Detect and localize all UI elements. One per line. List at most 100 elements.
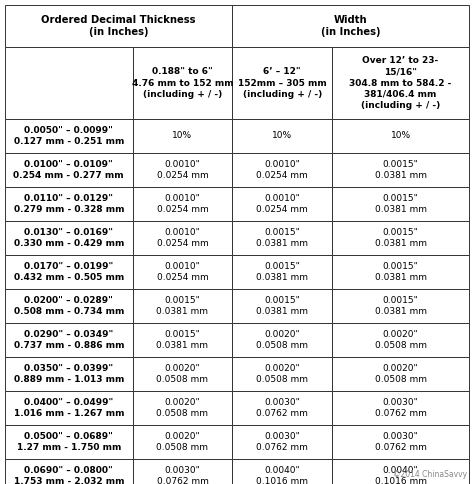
Text: Ordered Decimal Thickness
(in Inches): Ordered Decimal Thickness (in Inches): [41, 15, 196, 37]
Text: 0.0290" – 0.0349"
0.737 mm - 0.886 mm: 0.0290" – 0.0349" 0.737 mm - 0.886 mm: [14, 330, 124, 350]
Bar: [5, 357, 133, 391]
Text: ©2014 ChinaSavvy: ©2014 ChinaSavvy: [393, 469, 467, 479]
Text: 0.0110" – 0.0129"
0.279 mm - 0.328 mm: 0.0110" – 0.0129" 0.279 mm - 0.328 mm: [14, 194, 124, 214]
Text: 0.0020"
0.0508 mm: 0.0020" 0.0508 mm: [256, 330, 308, 350]
Bar: [332, 153, 469, 187]
Bar: [133, 459, 232, 484]
Bar: [133, 289, 232, 323]
Bar: [332, 47, 469, 119]
Bar: [133, 153, 232, 187]
Text: 0.0020"
0.0508 mm: 0.0020" 0.0508 mm: [374, 330, 427, 350]
Text: 0.0100" – 0.0109"
0.254 mm - 0.277 mm: 0.0100" – 0.0109" 0.254 mm - 0.277 mm: [13, 160, 124, 180]
Bar: [332, 391, 469, 425]
Text: 0.0015"
0.0381 mm: 0.0015" 0.0381 mm: [256, 296, 308, 316]
Bar: [232, 187, 332, 221]
Bar: [332, 187, 469, 221]
Text: 0.0170" – 0.0199"
0.432 mm - 0.505 mm: 0.0170" – 0.0199" 0.432 mm - 0.505 mm: [14, 262, 124, 282]
Bar: [133, 425, 232, 459]
Bar: [232, 255, 332, 289]
Bar: [232, 323, 332, 357]
Text: 0.0010"
0.0254 mm: 0.0010" 0.0254 mm: [156, 194, 209, 214]
Text: 10%: 10%: [173, 132, 192, 140]
Bar: [332, 357, 469, 391]
Text: 0.0015"
0.0381 mm: 0.0015" 0.0381 mm: [374, 262, 427, 282]
Text: 0.0350" – 0.0399"
0.889 mm - 1.013 mm: 0.0350" – 0.0399" 0.889 mm - 1.013 mm: [14, 364, 124, 384]
Bar: [332, 459, 469, 484]
Bar: [5, 221, 133, 255]
Text: 0.0015"
0.0381 mm: 0.0015" 0.0381 mm: [256, 228, 308, 248]
Bar: [133, 187, 232, 221]
Bar: [5, 323, 133, 357]
Bar: [232, 289, 332, 323]
Text: 0.0015"
0.0381 mm: 0.0015" 0.0381 mm: [374, 160, 427, 180]
Bar: [232, 47, 332, 119]
Text: 0.0010"
0.0254 mm: 0.0010" 0.0254 mm: [156, 160, 209, 180]
Bar: [133, 119, 232, 153]
Text: 0.0015"
0.0381 mm: 0.0015" 0.0381 mm: [156, 330, 209, 350]
Text: 0.0030"
0.0762 mm: 0.0030" 0.0762 mm: [256, 398, 308, 418]
Text: 0.0130" – 0.0169"
0.330 mm - 0.429 mm: 0.0130" – 0.0169" 0.330 mm - 0.429 mm: [14, 228, 124, 248]
Bar: [232, 459, 332, 484]
Text: 0.0010"
0.0254 mm: 0.0010" 0.0254 mm: [256, 160, 308, 180]
Bar: [232, 5, 469, 47]
Bar: [5, 47, 133, 119]
Text: 0.0050" – 0.0099"
0.127 mm - 0.251 mm: 0.0050" – 0.0099" 0.127 mm - 0.251 mm: [14, 126, 124, 146]
Bar: [5, 5, 232, 47]
Text: 10%: 10%: [391, 132, 410, 140]
Text: 0.0010"
0.0254 mm: 0.0010" 0.0254 mm: [156, 228, 209, 248]
Text: 0.0030"
0.0762 mm: 0.0030" 0.0762 mm: [256, 432, 308, 452]
Bar: [133, 323, 232, 357]
Bar: [332, 289, 469, 323]
Text: 0.0020"
0.0508 mm: 0.0020" 0.0508 mm: [256, 364, 308, 384]
Text: 0.0020"
0.0508 mm: 0.0020" 0.0508 mm: [156, 398, 209, 418]
Bar: [232, 391, 332, 425]
Bar: [232, 153, 332, 187]
Bar: [332, 221, 469, 255]
Bar: [5, 459, 133, 484]
Text: 0.0010"
0.0254 mm: 0.0010" 0.0254 mm: [256, 194, 308, 214]
Text: 0.0015"
0.0381 mm: 0.0015" 0.0381 mm: [256, 262, 308, 282]
Text: 0.0040"
0.1016 mm: 0.0040" 0.1016 mm: [256, 466, 308, 484]
Bar: [332, 425, 469, 459]
Bar: [332, 255, 469, 289]
Text: 0.0690" – 0.0800"
1.753 mm - 2.032 mm: 0.0690" – 0.0800" 1.753 mm - 2.032 mm: [14, 466, 124, 484]
Text: Over 12’ to 23-
15/16"
304.8 mm to 584.2 -
381/406.4 mm
(including + / -): Over 12’ to 23- 15/16" 304.8 mm to 584.2…: [349, 56, 452, 110]
Text: 0.0030"
0.0762 mm: 0.0030" 0.0762 mm: [156, 466, 209, 484]
Bar: [133, 391, 232, 425]
Text: 0.0020"
0.0508 mm: 0.0020" 0.0508 mm: [156, 364, 209, 384]
Bar: [5, 187, 133, 221]
Bar: [133, 221, 232, 255]
Text: 0.0015"
0.0381 mm: 0.0015" 0.0381 mm: [374, 228, 427, 248]
Bar: [133, 47, 232, 119]
Text: 0.0030"
0.0762 mm: 0.0030" 0.0762 mm: [374, 398, 427, 418]
Bar: [5, 255, 133, 289]
Text: 0.0200" – 0.0289"
0.508 mm - 0.734 mm: 0.0200" – 0.0289" 0.508 mm - 0.734 mm: [14, 296, 124, 316]
Bar: [332, 119, 469, 153]
Text: 10%: 10%: [272, 132, 292, 140]
Bar: [5, 289, 133, 323]
Text: Width
(in Inches): Width (in Inches): [321, 15, 381, 37]
Text: 0.0015"
0.0381 mm: 0.0015" 0.0381 mm: [156, 296, 209, 316]
Bar: [5, 153, 133, 187]
Bar: [5, 391, 133, 425]
Bar: [133, 357, 232, 391]
Text: 6’ – 12"
152mm – 305 mm
(including + / -): 6’ – 12" 152mm – 305 mm (including + / -…: [238, 67, 327, 99]
Bar: [133, 255, 232, 289]
Text: 0.0400" – 0.0499"
1.016 mm - 1.267 mm: 0.0400" – 0.0499" 1.016 mm - 1.267 mm: [14, 398, 124, 418]
Text: 0.0500" – 0.0689"
1.27 mm - 1.750 mm: 0.0500" – 0.0689" 1.27 mm - 1.750 mm: [17, 432, 121, 452]
Bar: [5, 425, 133, 459]
Text: 0.0010"
0.0254 mm: 0.0010" 0.0254 mm: [156, 262, 209, 282]
Text: 0.188" to 6"
4.76 mm to 152 mm
(including + / -): 0.188" to 6" 4.76 mm to 152 mm (includin…: [132, 67, 233, 99]
Bar: [232, 221, 332, 255]
Text: 0.0030"
0.0762 mm: 0.0030" 0.0762 mm: [374, 432, 427, 452]
Bar: [232, 425, 332, 459]
Text: 0.0020"
0.0508 mm: 0.0020" 0.0508 mm: [156, 432, 209, 452]
Text: 0.0020"
0.0508 mm: 0.0020" 0.0508 mm: [374, 364, 427, 384]
Text: 0.0015"
0.0381 mm: 0.0015" 0.0381 mm: [374, 296, 427, 316]
Bar: [332, 323, 469, 357]
Bar: [232, 119, 332, 153]
Text: 0.0040"
0.1016 mm: 0.0040" 0.1016 mm: [374, 466, 427, 484]
Text: 0.0015"
0.0381 mm: 0.0015" 0.0381 mm: [374, 194, 427, 214]
Bar: [5, 119, 133, 153]
Bar: [232, 357, 332, 391]
